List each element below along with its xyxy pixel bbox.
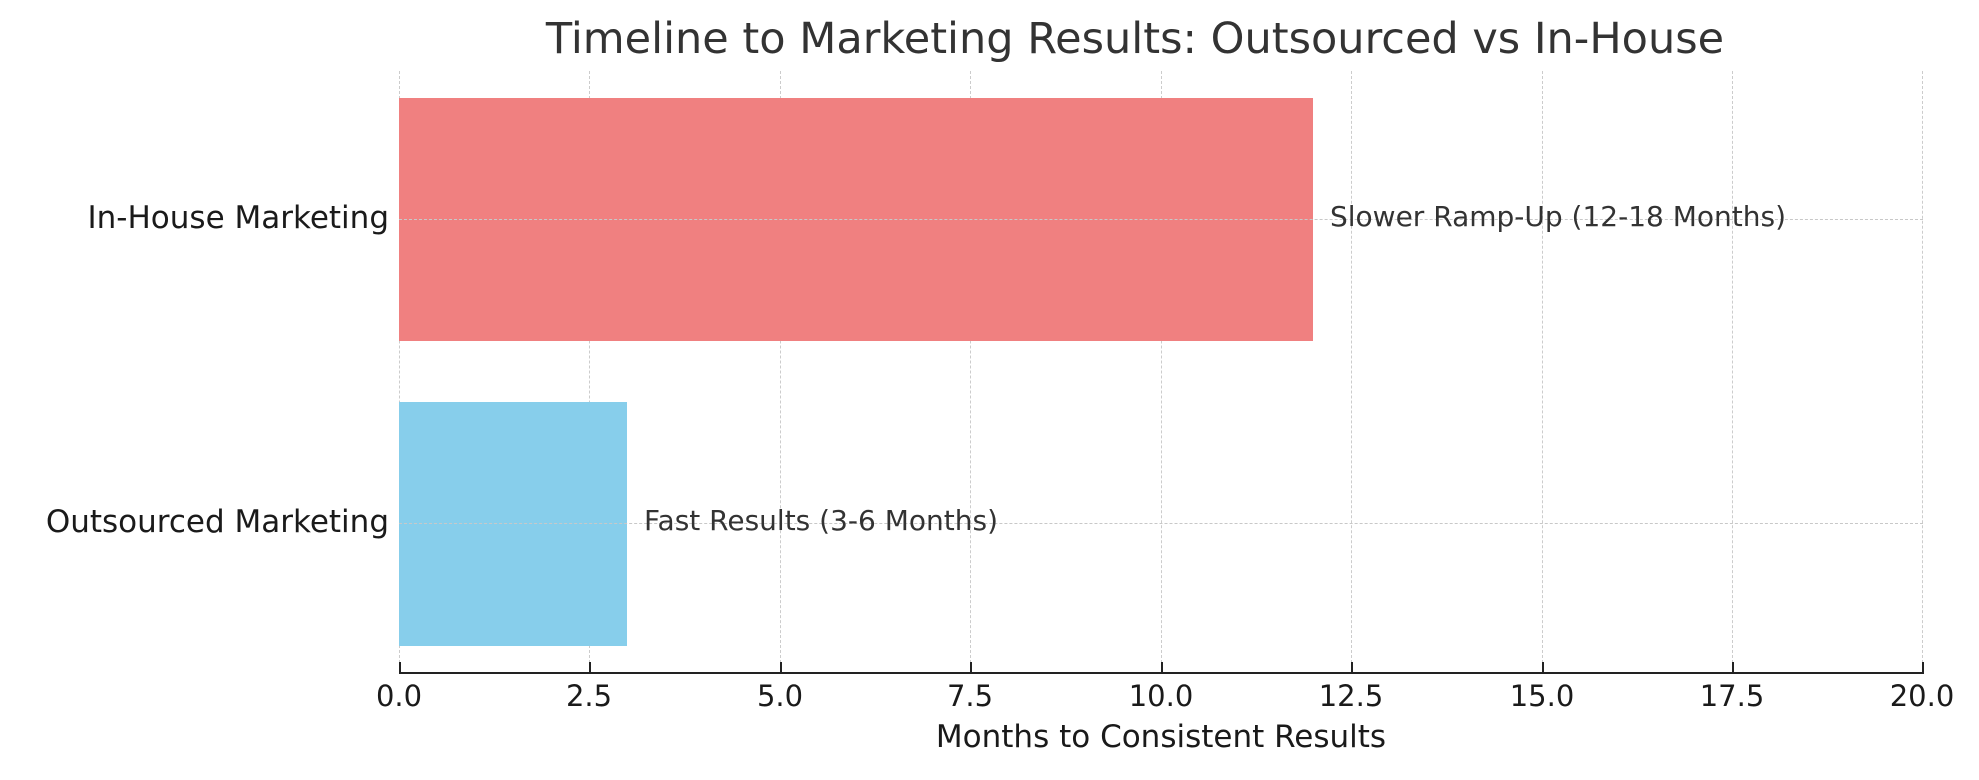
x-tick xyxy=(970,662,972,673)
y-tick-label: In-House Marketing xyxy=(87,200,389,236)
gridline-x xyxy=(1351,71,1352,673)
annotation-in-house: Slower Ramp-Up (12-18 Months) xyxy=(1330,200,1786,233)
x-tick xyxy=(1732,662,1734,673)
chart-title: Timeline to Marketing Results: Outsource… xyxy=(545,14,1725,64)
x-axis-line xyxy=(399,672,1924,674)
y-tick-label: Outsourced Marketing xyxy=(45,504,389,540)
x-tick xyxy=(1542,662,1544,673)
gridline-y xyxy=(399,523,1923,524)
gridline-x xyxy=(1542,71,1543,673)
gridline-x xyxy=(1922,71,1923,673)
gridline-x xyxy=(1732,71,1733,673)
gridline-x xyxy=(780,71,781,673)
x-tick-label: 17.5 xyxy=(1699,679,1765,713)
gridline-x xyxy=(1161,71,1162,673)
x-tick-label: 7.5 xyxy=(946,679,994,713)
x-tick xyxy=(780,662,782,673)
x-tick-label: 10.0 xyxy=(1128,679,1194,713)
bar-outsourced-marketing xyxy=(399,402,627,646)
x-tick-label: 15.0 xyxy=(1509,679,1575,713)
x-tick xyxy=(1922,662,1924,673)
x-axis-title: Months to Consistent Results xyxy=(935,719,1387,755)
x-tick xyxy=(1161,662,1163,673)
gridline-x xyxy=(970,71,971,673)
x-tick-label: 20.0 xyxy=(1889,679,1955,713)
x-tick xyxy=(589,662,591,673)
annotation-outsourced: Fast Results (3-6 Months) xyxy=(644,504,998,537)
gridline-x xyxy=(589,71,590,673)
plot-area xyxy=(399,71,1923,673)
x-tick-label: 2.5 xyxy=(565,679,613,713)
x-tick-label: 12.5 xyxy=(1318,679,1384,713)
gridline-y xyxy=(399,219,1923,220)
x-tick-label: 5.0 xyxy=(756,679,804,713)
x-tick-label: 0.0 xyxy=(375,679,423,713)
x-tick xyxy=(1351,662,1353,673)
gridline-x xyxy=(399,71,400,673)
x-tick xyxy=(399,662,401,673)
